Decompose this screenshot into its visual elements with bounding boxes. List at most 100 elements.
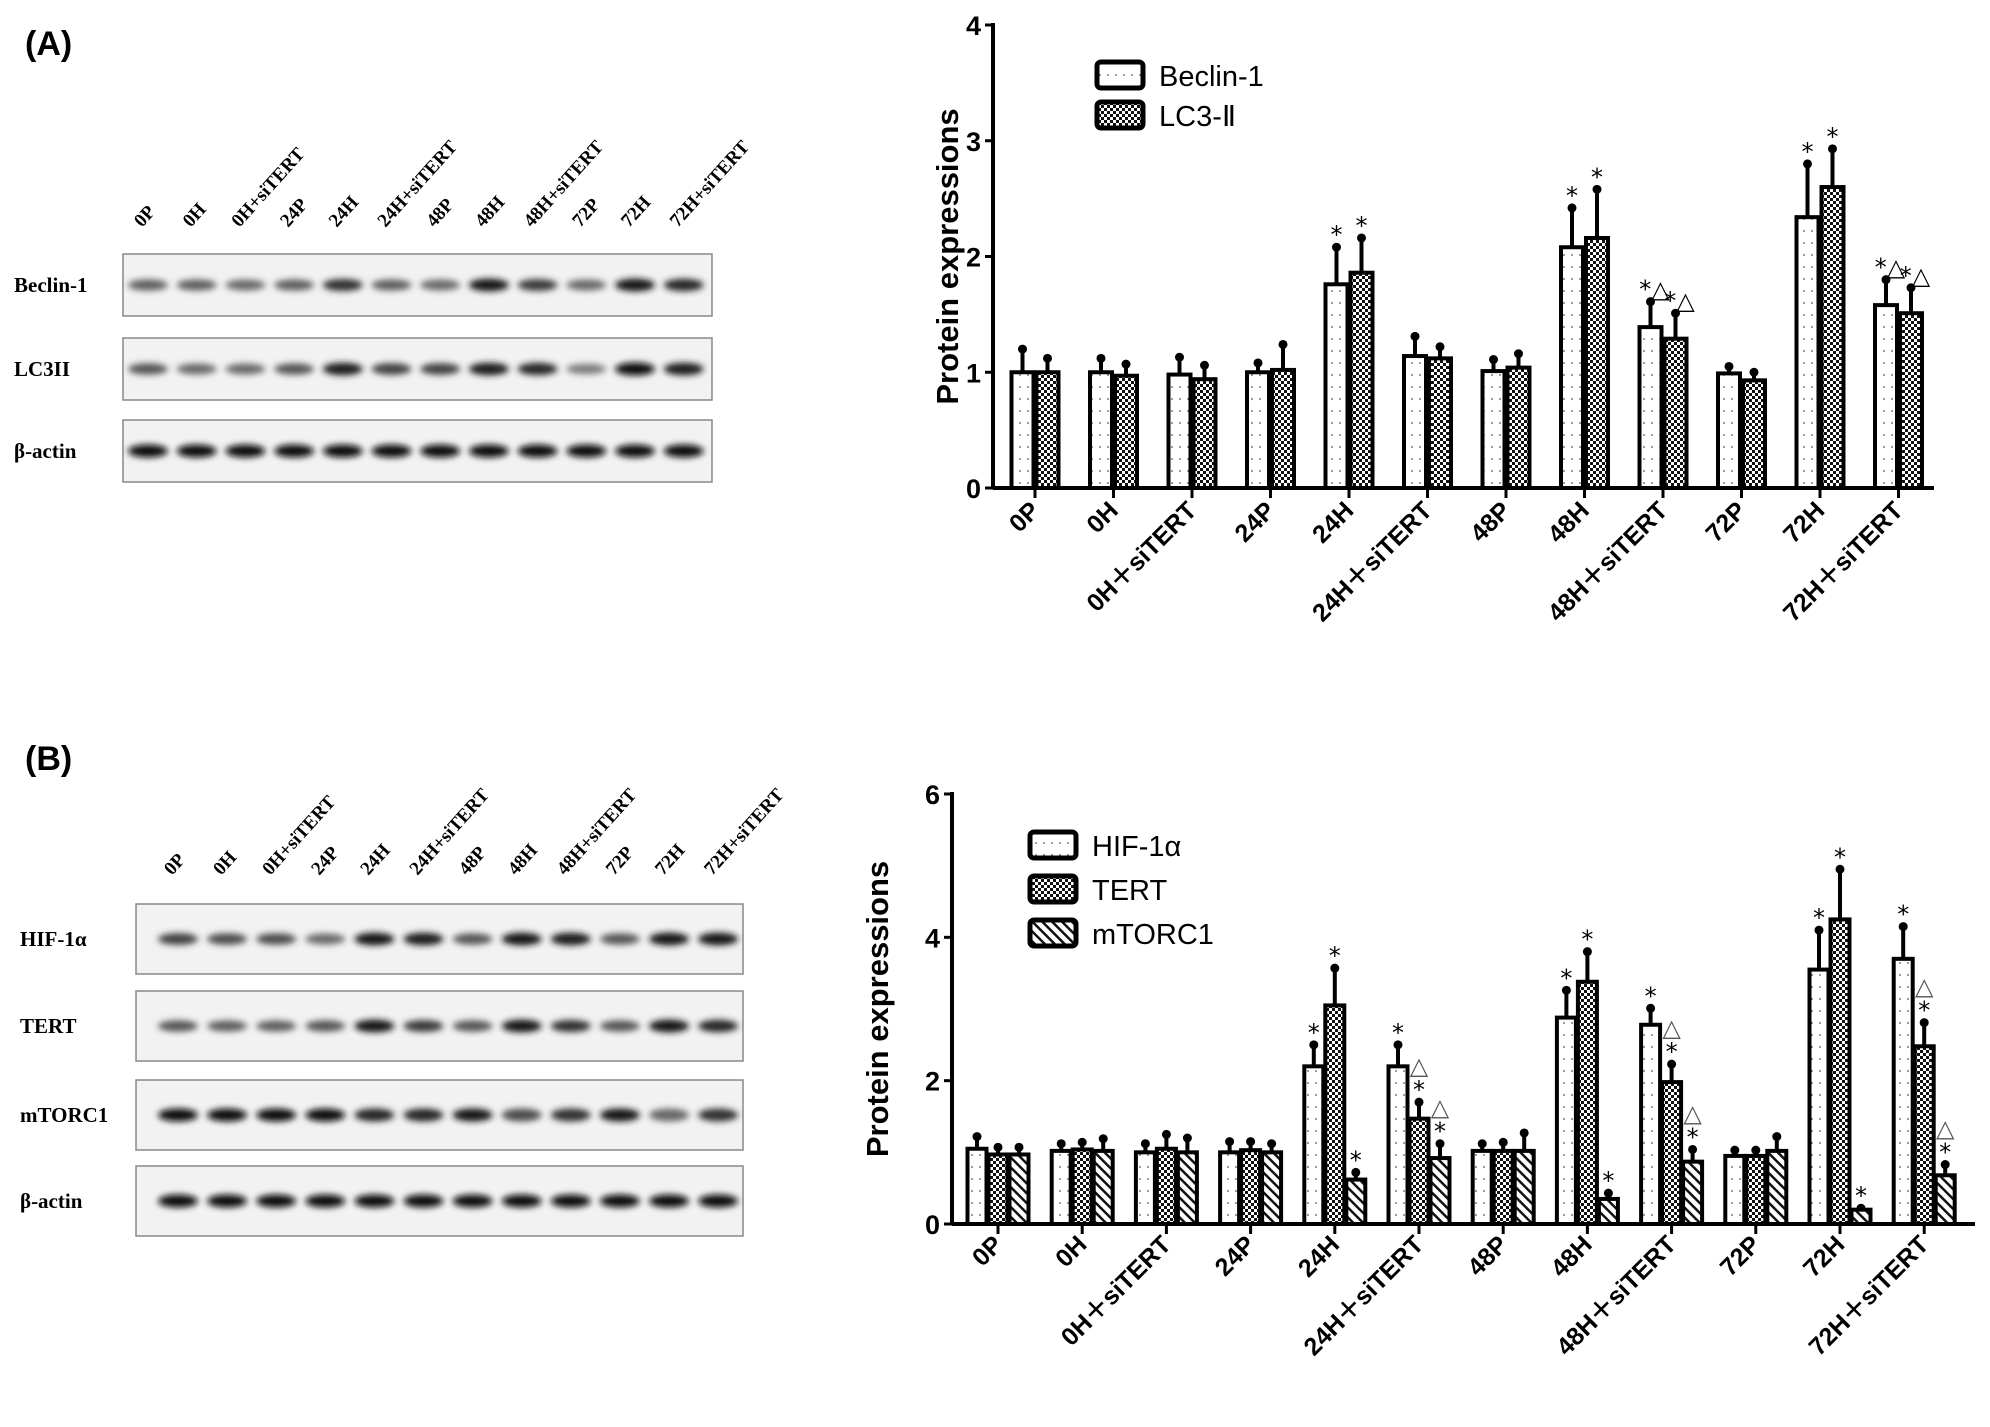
error-cap	[1646, 1003, 1656, 1013]
error-cap	[1175, 352, 1184, 362]
bar	[1596, 1196, 1620, 1226]
bar	[1933, 1173, 1957, 1227]
x-tick-label: 0P	[1004, 496, 1045, 537]
legend-label: Beclin-1	[1159, 61, 1264, 93]
bar	[1323, 1003, 1347, 1227]
lane-label: 72P	[568, 194, 604, 231]
error-cap	[1096, 353, 1106, 363]
significance-star-triangle: *△	[1875, 254, 1906, 282]
blot-band	[566, 279, 607, 291]
bar	[1428, 1156, 1452, 1226]
error-cap	[1414, 1097, 1424, 1107]
bar	[1505, 365, 1532, 490]
error-cap	[1121, 359, 1131, 369]
bar	[1260, 1150, 1284, 1227]
y-tick-label: 0	[966, 474, 981, 504]
error-cap	[1730, 1145, 1740, 1155]
error-cap	[1667, 1059, 1677, 1069]
error-cap	[1828, 144, 1837, 154]
x-tick-label: 0H	[1050, 1230, 1092, 1272]
bar	[1660, 1080, 1684, 1226]
blot-row: LC3II	[14, 337, 713, 401]
bar	[1744, 1153, 1768, 1226]
error-cap	[1246, 1137, 1256, 1147]
bar	[1662, 336, 1689, 490]
blot-band	[371, 363, 412, 375]
significance-star: *	[1392, 1019, 1404, 1047]
bar	[1828, 917, 1852, 1227]
legend-label: LC3-Ⅱ	[1159, 101, 1236, 133]
blot-band	[649, 1194, 689, 1208]
bar	[1554, 1015, 1578, 1226]
blot-band	[354, 1108, 395, 1122]
error-cap	[1688, 1144, 1698, 1154]
x-tick-label: 48H	[1543, 496, 1595, 548]
blot-band	[649, 932, 689, 946]
blot-band	[207, 933, 248, 945]
blot-band	[663, 278, 704, 292]
blot-band	[274, 279, 315, 291]
significance-star: *	[1434, 1118, 1446, 1146]
error-cap	[1393, 1040, 1403, 1050]
error-cap	[1881, 275, 1891, 285]
lane-label: 48H	[471, 192, 509, 231]
significance-star: *	[1834, 843, 1846, 871]
bar	[1807, 967, 1831, 1226]
significance-star: *	[1581, 926, 1593, 954]
x-tick-label: 0P	[967, 1230, 1008, 1271]
blot-band	[305, 933, 346, 945]
bar	[1794, 215, 1821, 491]
bar	[1154, 1146, 1178, 1226]
blot-band	[371, 444, 412, 458]
lane-label: 72H+siTERT	[700, 785, 788, 880]
blot-band	[698, 1019, 739, 1033]
blot-band	[274, 444, 315, 458]
bar	[1049, 1148, 1073, 1227]
panel-label-b: (B)	[25, 740, 72, 778]
error-cap	[1161, 1129, 1171, 1139]
bar	[1091, 1148, 1115, 1227]
significance-star: *	[1939, 1139, 1951, 1167]
error-cap	[1225, 1137, 1235, 1147]
legend-label: TERT	[1092, 875, 1167, 907]
legend-label: mTORC1	[1092, 919, 1214, 951]
legend-swatch	[1027, 917, 1079, 949]
blot-band	[599, 1020, 640, 1032]
blot-band	[371, 279, 412, 291]
blot-row-label: TERT	[20, 1014, 76, 1038]
blot-band	[158, 1020, 198, 1032]
significance-star: *	[1918, 997, 1930, 1025]
blot-band	[452, 1020, 493, 1032]
bar	[1218, 1150, 1242, 1227]
error-cap	[1477, 1139, 1487, 1149]
blot-band	[256, 1108, 297, 1122]
significance-star: *	[1827, 123, 1839, 151]
x-tick-label: 72H	[1778, 496, 1830, 548]
blot-band	[698, 1108, 739, 1122]
error-cap	[1043, 353, 1052, 363]
bar	[1584, 235, 1610, 490]
blot-band	[517, 362, 558, 376]
blot-membrane	[122, 419, 713, 483]
blot-membrane	[122, 253, 713, 317]
blot-band	[517, 444, 558, 458]
blot-band	[550, 932, 591, 946]
blot-band	[176, 363, 217, 375]
lane-label: 48P	[455, 842, 491, 879]
blot-row: β-actin	[14, 419, 713, 483]
blot-band	[615, 362, 655, 376]
error-cap	[1582, 947, 1592, 957]
lane-label: 72P	[602, 842, 638, 879]
blot-band	[452, 933, 493, 945]
bar	[1849, 1207, 1873, 1226]
panel-label-a: (A)	[25, 25, 72, 63]
bar	[1681, 1159, 1705, 1227]
lane-label: 0P	[130, 201, 160, 231]
lane-label: 0H	[209, 847, 241, 879]
legend-swatch	[1027, 873, 1079, 905]
blot-band	[176, 444, 217, 458]
lane-label: 72H	[651, 840, 689, 879]
y-tick-label: 0	[925, 1210, 940, 1240]
bar	[1009, 370, 1036, 490]
blot-band	[649, 1019, 689, 1033]
